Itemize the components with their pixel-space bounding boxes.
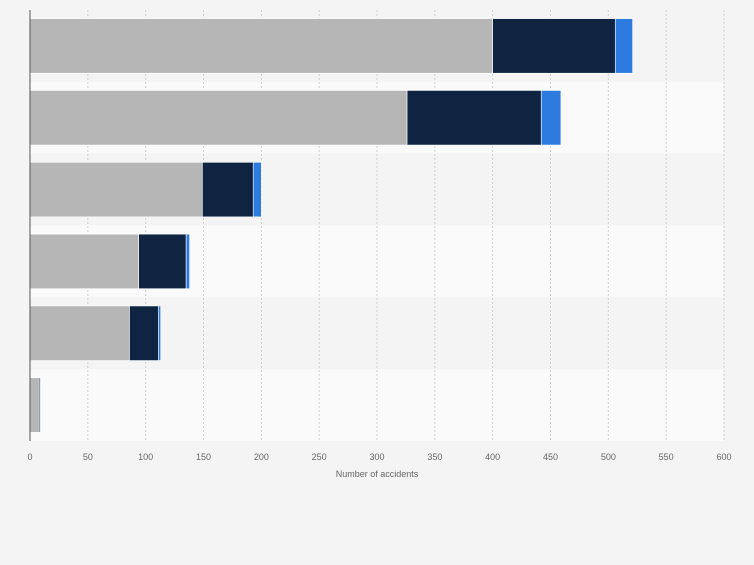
bar-segment-series-2[interactable] [614,18,633,74]
bar-segment-series-0[interactable] [29,90,408,146]
bar-segment-series-1[interactable] [202,161,254,218]
bar-segment-series-0[interactable] [29,377,40,433]
x-tick-label: 300 [369,452,384,462]
bar-segment-series-2[interactable] [185,233,190,290]
bar-segment-series-0[interactable] [29,18,493,74]
bar-segment-series-1[interactable] [492,18,616,74]
x-tick-label: 100 [138,452,153,462]
bar-segment-series-2[interactable] [158,305,162,361]
bar-segment-series-1[interactable] [138,233,187,290]
bar-segment-series-1[interactable] [38,377,41,433]
x-tick-label: 250 [312,452,327,462]
x-axis-title: Number of accidents [336,469,419,479]
bar-segment-series-2[interactable] [252,161,262,218]
bar-segment-series-2[interactable] [540,90,562,146]
x-tick-label: 150 [196,452,211,462]
x-tick-label: 350 [427,452,442,462]
bar-segment-series-0[interactable] [29,161,203,218]
x-tick-label: 0 [27,452,32,462]
x-tick-label: 400 [485,452,500,462]
bar-segment-series-0[interactable] [29,233,140,290]
bar-segments [29,18,633,433]
x-tick-label: 550 [659,452,674,462]
bar-segment-series-1[interactable] [406,90,542,146]
x-tick-label: 600 [716,452,731,462]
row-band [30,369,724,441]
bar-segment-series-0[interactable] [29,305,130,361]
x-tick-label: 450 [543,452,558,462]
x-tick-label: 500 [601,452,616,462]
x-tick-label: 50 [83,452,93,462]
x-tick-label: 200 [254,452,269,462]
x-axis-tick-labels: 0 50 100 150 200 250 300 350 400 450 500 550 600 [27,452,731,462]
bar-segment-series-1[interactable] [129,305,159,361]
